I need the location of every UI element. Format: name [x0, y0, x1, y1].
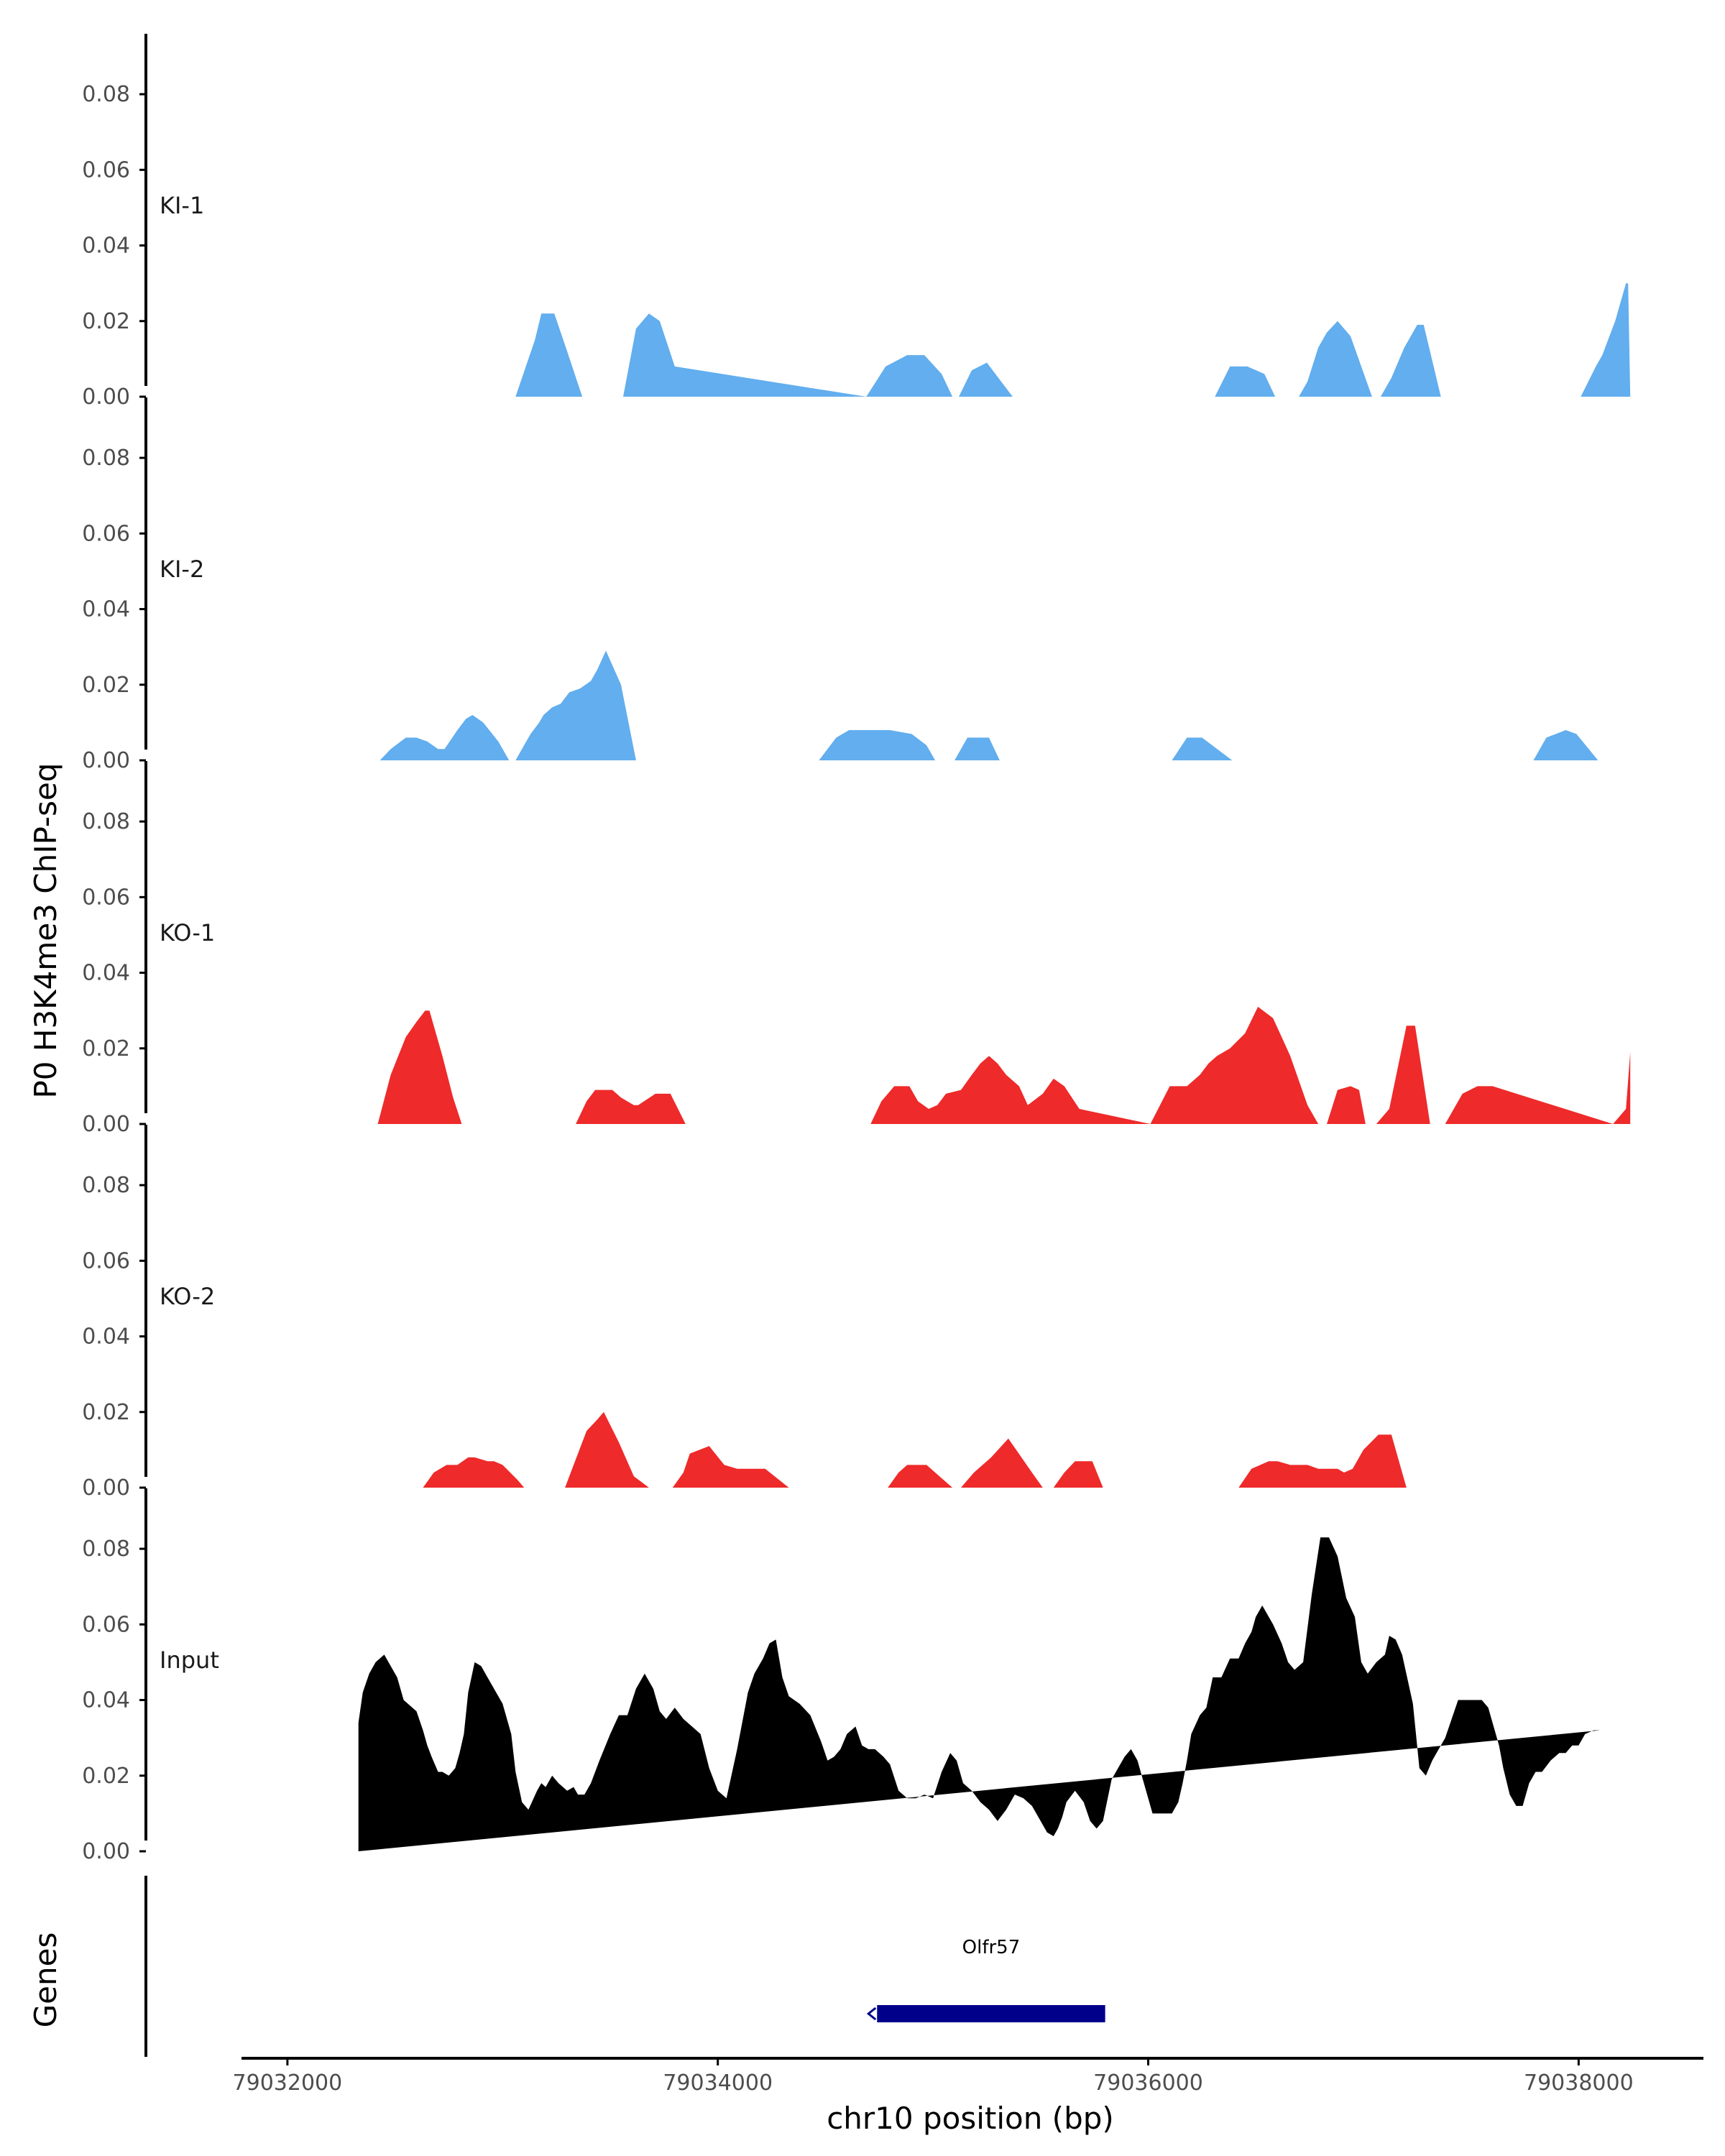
y-tick-label: 0.08: [82, 809, 130, 834]
gene-body-olfr57: [877, 2005, 1105, 2022]
signal-area-ki-2: [380, 650, 1598, 760]
x-axis-title: chr10 position (bp): [827, 2101, 1114, 2136]
y-tick-label: 0.04: [82, 1325, 130, 1350]
y-tick-label: 0.02: [82, 309, 130, 334]
track-ki-2: 0.00 0.02 0.04 0.06 0.08 KI-2: [82, 397, 1598, 773]
y-tick-label: 0.02: [82, 1400, 130, 1425]
y-tick-label: 0.02: [82, 673, 130, 698]
genes-panel: Olfr57: [144, 1876, 1105, 2057]
y-tick-label: 0.00: [82, 748, 130, 773]
y-tick-label: 0.08: [82, 1173, 130, 1198]
tracks-layer: 0.00 0.02 0.04 0.06 0.08 KI-1 0.00 0.02 0.04 0.06…: [82, 34, 1631, 1864]
signal-area-ki-1: [515, 283, 1631, 397]
genes-axis-title: Genes: [28, 1932, 63, 2028]
gene-strand-arrow: [1095, 2007, 1105, 2021]
track-ko-2: 0.00 0.02 0.04 0.06 0.08 KO-2: [82, 1125, 1407, 1501]
track-input: 0.00 0.02 0.04 0.06 0.08 Input: [82, 1488, 1601, 1864]
x-tick-label: 79038000: [1524, 2070, 1634, 2096]
y-tick-label: 0.06: [82, 157, 130, 183]
x-tick-label: 79034000: [663, 2070, 773, 2096]
y-tick-label: 0.02: [82, 1036, 130, 1061]
signal-area-ko-2: [423, 1411, 1407, 1488]
track-label: KI-2: [160, 556, 204, 583]
signal-area-input: [358, 1537, 1601, 1851]
x-tick-label: 79032000: [233, 2070, 343, 2096]
y-tick-label: 0.00: [82, 384, 130, 410]
gene-label: Olfr57: [962, 1937, 1021, 1958]
x-tick-label: 79036000: [1093, 2070, 1203, 2096]
signal-area-ko-1: [377, 1006, 1631, 1124]
y-tick-label: 0.00: [82, 1475, 130, 1501]
y-tick-label: 0.06: [82, 885, 130, 910]
track-label: Input: [160, 1646, 219, 1674]
y-tick-label: 0.02: [82, 1764, 130, 1789]
y-tick-label: 0.00: [82, 1839, 130, 1864]
y-tick-label: 0.04: [82, 597, 130, 622]
y-tick-label: 0.00: [82, 1112, 130, 1137]
track-ki-1: 0.00 0.02 0.04 0.06 0.08 KI-1: [82, 34, 1631, 410]
track-label: KO-1: [160, 919, 215, 946]
y-tick-label: 0.06: [82, 521, 130, 546]
gene-strand-arrow: [866, 2007, 877, 2021]
track-label: KO-2: [160, 1283, 215, 1310]
y-tick-label: 0.06: [82, 1612, 130, 1637]
y-tick-label: 0.04: [82, 234, 130, 259]
y-axis-title: P0 H3K4me3 ChIP-seq: [28, 763, 63, 1098]
y-tick-label: 0.04: [82, 1688, 130, 1713]
y-tick-label: 0.04: [82, 961, 130, 986]
y-tick-label: 0.08: [82, 446, 130, 471]
x-axis: 79032000 79034000 79036000 79038000: [233, 2057, 1703, 2096]
track-label: KI-1: [160, 192, 204, 219]
y-tick-label: 0.08: [82, 82, 130, 107]
y-tick-label: 0.06: [82, 1248, 130, 1273]
track-ko-1: 0.00 0.02 0.04 0.06 0.08 KO-1: [82, 761, 1631, 1137]
y-tick-label: 0.08: [82, 1537, 130, 1562]
